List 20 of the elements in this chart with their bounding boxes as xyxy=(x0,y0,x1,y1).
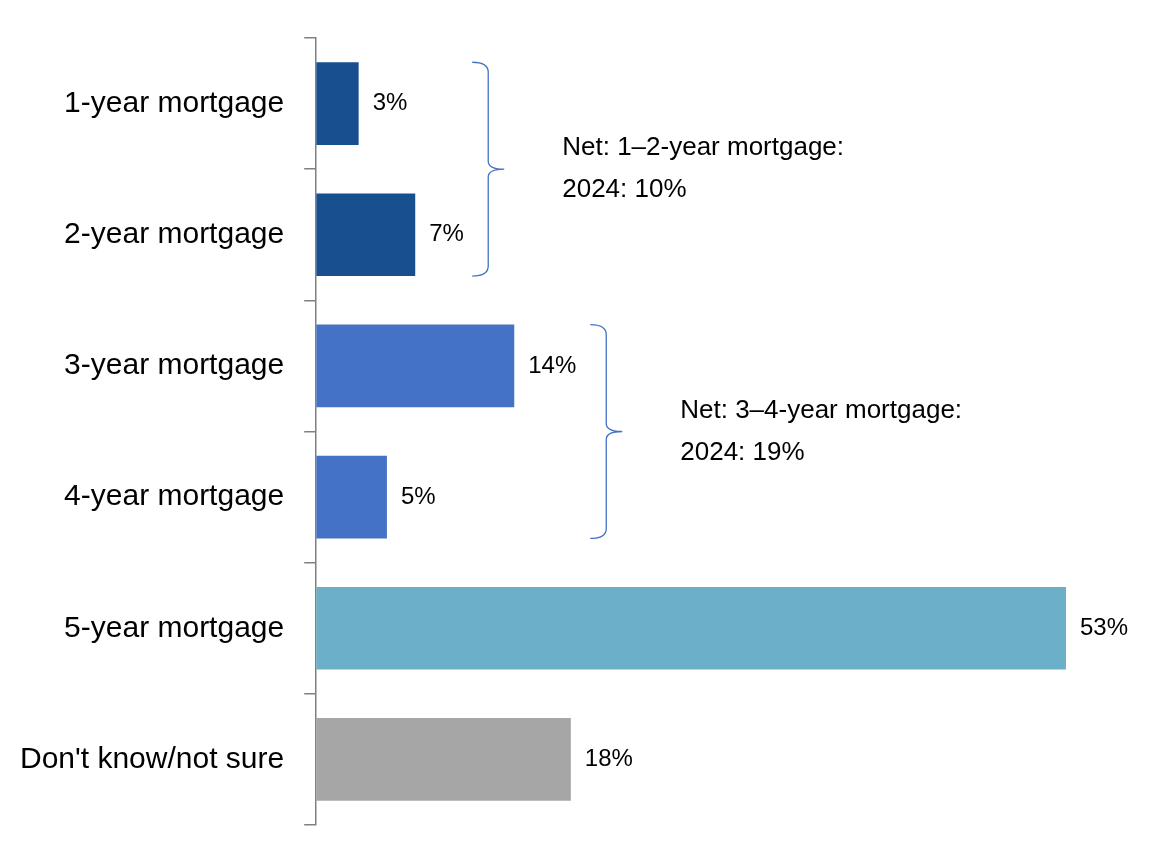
data-label: 14% xyxy=(528,350,577,378)
data-label: 7% xyxy=(429,219,464,247)
y-tick-label: 4-year mortgage xyxy=(64,478,285,512)
bar xyxy=(316,62,359,145)
y-tick-label: 5-year mortgage xyxy=(64,609,285,643)
bar xyxy=(316,586,1066,670)
y-tick-label: 1-year mortgage xyxy=(64,84,285,118)
data-label: 18% xyxy=(584,744,633,772)
annotation: Net: 1–2-year mortgage: 2024: 10% xyxy=(562,131,845,204)
data-label: 53% xyxy=(1079,612,1129,640)
bar xyxy=(316,718,571,801)
bar xyxy=(316,455,387,539)
bar xyxy=(316,324,515,408)
bar xyxy=(316,193,416,277)
data-label: 3% xyxy=(372,88,408,116)
y-tick-label: 3-year mortgage xyxy=(64,347,285,381)
y-tick-label: Don't know/not sure xyxy=(20,740,285,774)
annotation: Net: 3–4-year mortgage: 2024: 19% xyxy=(680,393,963,466)
data-label: 5% xyxy=(400,481,436,509)
y-tick-label: 2-year mortgage xyxy=(64,216,285,250)
